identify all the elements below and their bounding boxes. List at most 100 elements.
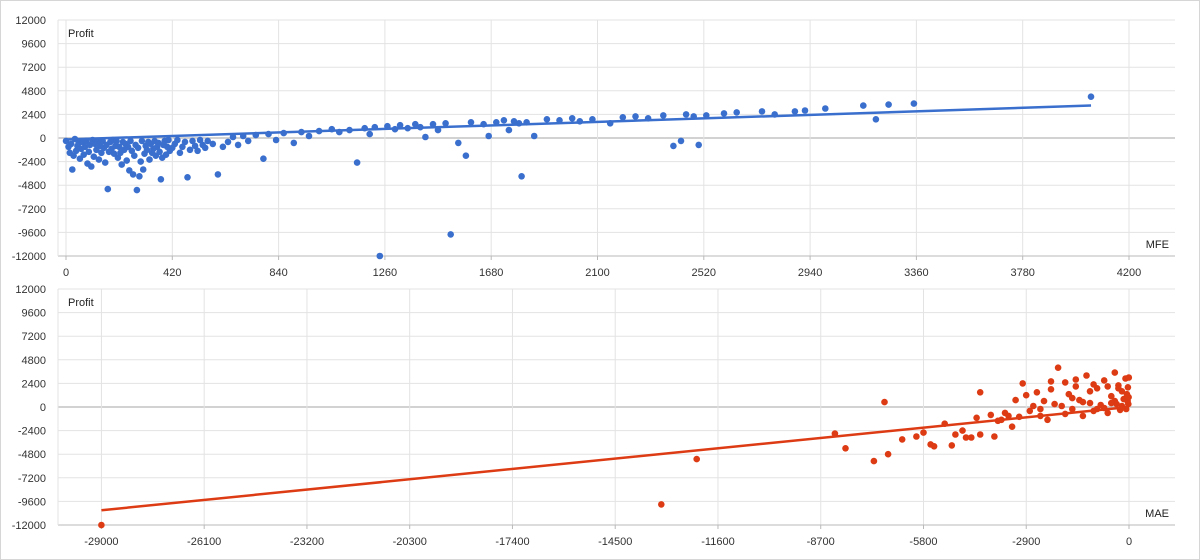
y-tick-label: -2400 [18, 426, 46, 438]
data-point [1037, 405, 1044, 413]
x-tick-label: -5800 [909, 536, 937, 548]
data-point [952, 431, 959, 438]
x-axis-title: MFE [1146, 239, 1169, 251]
data-point [720, 110, 728, 117]
data-point [658, 501, 665, 508]
y-tick-label: -7200 [18, 204, 46, 216]
data-point [695, 141, 702, 149]
y-tick-label: 4800 [22, 355, 46, 367]
data-point [244, 137, 252, 145]
y-tick-label: 7200 [22, 331, 46, 343]
data-point [157, 176, 165, 183]
x-tick-label: 0 [63, 267, 69, 279]
data-point [234, 141, 242, 149]
data-point [991, 433, 998, 440]
data-point [1086, 388, 1094, 395]
data-point [1061, 379, 1069, 386]
data-point [682, 111, 690, 118]
data-point [1108, 392, 1115, 400]
x-tick-label: -17400 [495, 536, 529, 548]
data-point [1054, 364, 1062, 372]
data-point [209, 140, 217, 148]
data-point [214, 171, 222, 178]
data-point [422, 133, 429, 141]
x-tick-label: -2900 [1012, 536, 1040, 548]
y-tick-label: 9600 [22, 308, 46, 320]
y-tick-label: 12000 [15, 284, 46, 296]
data-point [1072, 383, 1080, 390]
chart-panel-1: 12000 9600 7200 4800 2400 0 -2400 -4800 -7200 -96… [12, 15, 1175, 279]
data-point [884, 450, 892, 458]
data-point [272, 136, 280, 144]
data-point [156, 148, 163, 156]
data-point [1111, 369, 1119, 376]
data-point [201, 144, 209, 152]
data-point [467, 119, 475, 126]
y-tick-label: 2400 [22, 109, 46, 121]
data-point [69, 166, 76, 173]
data-point [412, 120, 419, 128]
data-point [123, 157, 130, 164]
data-point [962, 434, 970, 441]
y-tick-label: -9600 [18, 227, 46, 239]
data-point [186, 146, 194, 154]
y-tick-label: -9600 [18, 496, 46, 508]
data-point [1072, 376, 1080, 383]
data-point [968, 434, 975, 441]
x-tick-label: -8700 [807, 536, 835, 548]
data-point [85, 148, 93, 156]
data-point [510, 118, 518, 125]
data-point [196, 136, 204, 144]
data-point [131, 152, 138, 159]
data-point [80, 151, 87, 158]
data-point [137, 158, 144, 165]
data-point [791, 108, 799, 115]
y-tick-label: -7200 [18, 473, 46, 485]
data-point [1086, 399, 1094, 407]
data-point [189, 137, 196, 145]
trendline [101, 405, 1130, 512]
data-point [822, 105, 829, 112]
data-point [920, 429, 927, 436]
data-point [114, 154, 122, 161]
data-point [530, 132, 538, 140]
data-point [90, 153, 98, 160]
data-point [959, 427, 966, 434]
data-point [1090, 381, 1097, 388]
data-point [1058, 402, 1065, 410]
y-tick-label: -12000 [12, 520, 46, 532]
data-point [1040, 397, 1048, 405]
x-tick-label: 840 [269, 267, 287, 279]
data-point [1100, 377, 1108, 384]
data-point [733, 109, 740, 116]
data-point [913, 433, 920, 440]
y-tick-label: -4800 [18, 180, 46, 192]
y-tick-label: -12000 [12, 251, 46, 263]
data-point [429, 120, 437, 128]
data-point [165, 136, 172, 144]
data-point [229, 133, 237, 141]
data-point [518, 173, 525, 180]
x-tick-label: 3360 [904, 267, 928, 279]
data-point [194, 147, 201, 155]
data-point [133, 186, 141, 194]
x-tick-label: 2520 [692, 267, 716, 279]
data-point [948, 442, 956, 449]
data-point [127, 137, 134, 145]
data-point [500, 117, 508, 124]
data-point [1104, 409, 1111, 417]
data-point [118, 161, 125, 168]
data-point [143, 146, 151, 154]
data-point [176, 149, 184, 157]
data-point [305, 132, 313, 140]
data-point [128, 147, 136, 155]
data-point [1008, 423, 1016, 431]
data-point [881, 398, 888, 406]
data-point [101, 159, 109, 166]
y-tick-label: -4800 [18, 449, 46, 461]
data-point [987, 411, 995, 419]
data-point [1044, 416, 1051, 424]
data-point [860, 102, 867, 109]
data-point [146, 156, 153, 163]
data-point [1005, 412, 1012, 420]
